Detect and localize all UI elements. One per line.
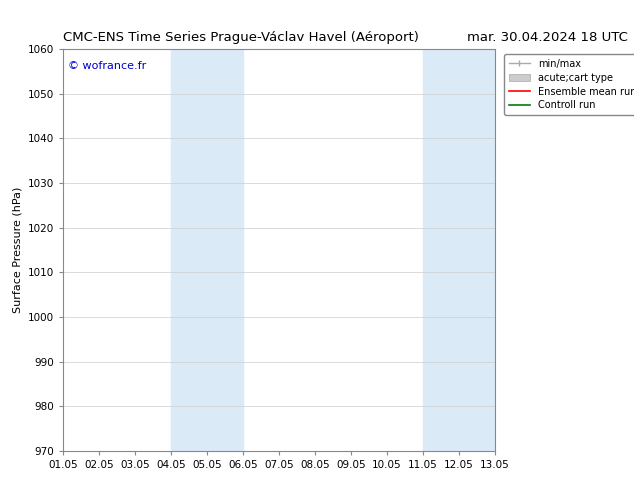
Y-axis label: Surface Pressure (hPa): Surface Pressure (hPa): [13, 187, 23, 313]
Text: mar. 30.04.2024 18 UTC: mar. 30.04.2024 18 UTC: [467, 31, 628, 44]
Text: © wofrance.fr: © wofrance.fr: [68, 61, 146, 71]
Bar: [423, 49, 495, 451]
Legend: min/max, acute;cart type, Ensemble mean run, Controll run: min/max, acute;cart type, Ensemble mean …: [503, 54, 634, 115]
Text: CMC-ENS Time Series Prague-Václav Havel (Aéroport): CMC-ENS Time Series Prague-Václav Havel …: [63, 31, 419, 44]
Bar: [171, 49, 243, 451]
